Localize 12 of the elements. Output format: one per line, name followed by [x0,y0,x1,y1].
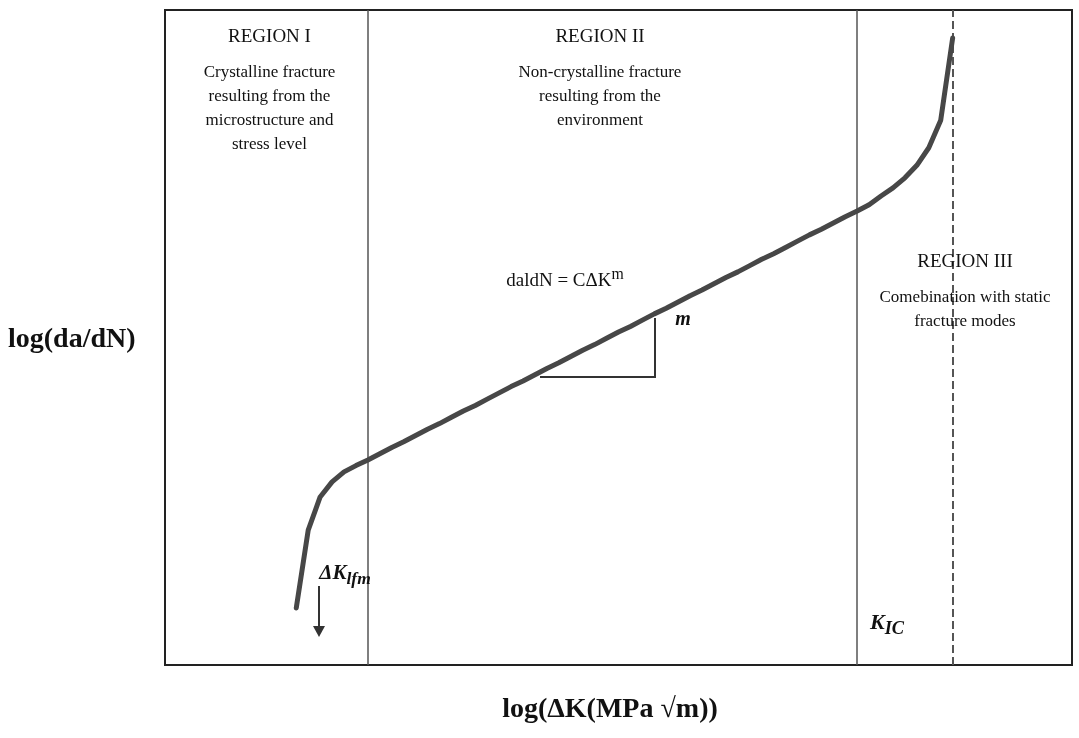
annotation: m [674,306,692,331]
annotation: ΔK$_{lfm}$ [317,559,372,591]
y-axis-title: log(da/dN) [8,322,136,354]
annotation: Comebination with static fracture modes [878,286,1052,332]
annotation: REGION II [554,24,646,48]
x-axis-title: log(ΔK(MPa √m)) [501,692,719,724]
annotation: REGION I [227,24,312,48]
annotation: Non-crystalline fracture resulting from the environment [517,61,683,131]
annotation: Crystalline fracture resulting from the microstructure and stress level [202,61,337,155]
annotation: K$_{IC}$ [868,608,905,641]
annotation: daldN = CΔK$^{m}$ [505,264,625,293]
annotation: REGION III [916,249,1014,273]
